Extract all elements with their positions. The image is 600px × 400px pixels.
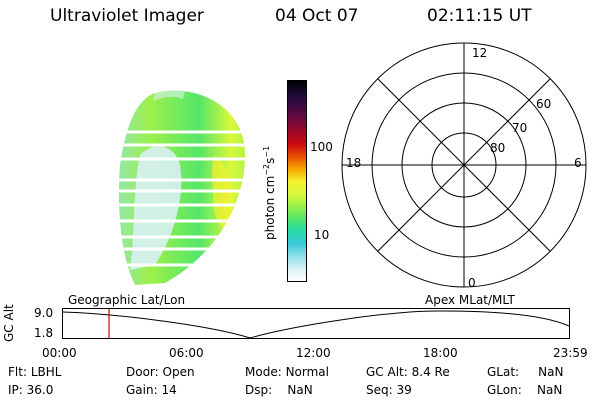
timeline-xtick-3: 18:00 <box>423 346 458 360</box>
info-dsp: Dsp: NaN <box>245 383 313 397</box>
altitude-curve <box>62 310 570 339</box>
polar-label-70: 70 <box>512 121 527 135</box>
polar-grid: 12 18 6 0 60 70 80 <box>341 42 587 290</box>
info-seq: Seq: 39 <box>366 383 412 397</box>
polar-label-0: 0 <box>468 276 476 290</box>
timeline-xtick-1: 06:00 <box>169 346 204 360</box>
time-label: 02:11:15 UT <box>427 6 532 26</box>
info-glon: GLon: NaN <box>487 383 563 397</box>
polar-label-18: 18 <box>346 156 361 170</box>
timeline-frame <box>62 308 570 339</box>
instrument-title: Ultraviolet Imager <box>50 6 204 26</box>
timeline-xtick-0: 00:00 <box>42 346 77 360</box>
polar-label-12: 12 <box>472 46 487 60</box>
timeline-ytick-bottom: 1.8 <box>34 326 54 340</box>
polar-label-6: 6 <box>574 156 582 170</box>
timeline-ylabel: GC Alt <box>2 304 16 342</box>
info-flt: Flt: LBHL <box>8 365 62 379</box>
info-glat: GLat: NaN <box>487 365 564 379</box>
polar-label-80: 80 <box>490 141 505 155</box>
timeline-right-label: Apex MLat/MLT <box>425 293 515 307</box>
timeline-ytick-top: 9.0 <box>34 306 54 320</box>
colorbar-tick-10: 10 <box>314 228 330 242</box>
timeline-plot <box>62 308 570 339</box>
timeline-left-label: Geographic Lat/Lon <box>68 293 186 307</box>
timeline-xtick-2: 12:00 <box>296 346 331 360</box>
info-mode: Mode: Normal <box>245 365 329 379</box>
date-label: 04 Oct 07 <box>275 6 359 26</box>
info-door: Door: Open <box>126 365 195 379</box>
colorbar-tick-100: 100 <box>310 140 333 154</box>
info-ip: IP: 36.0 <box>8 383 54 397</box>
colorbar <box>287 80 307 282</box>
info-gcalt: GC Alt: 8.4 Re <box>366 365 450 379</box>
polar-label-60: 60 <box>536 97 551 111</box>
info-gain: Gain: 14 <box>126 383 177 397</box>
timeline-xtick-4: 23:59 <box>553 346 588 360</box>
auroral-image <box>118 89 246 286</box>
colorbar-unit-label: photon cm−2s−1 <box>262 145 277 240</box>
